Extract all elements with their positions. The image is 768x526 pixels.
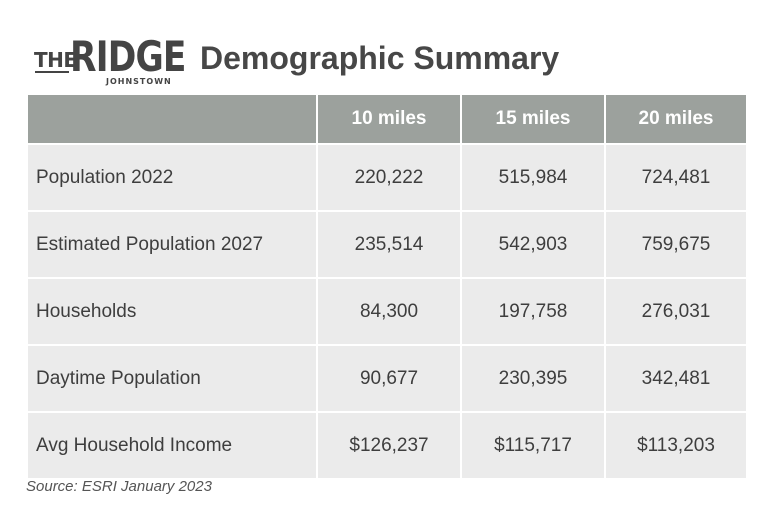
row-label: Estimated Population 2027	[26, 210, 318, 279]
cell-10-miles: 220,222	[316, 143, 462, 212]
cell-10-miles: $126,237	[316, 411, 462, 480]
column-header-15-miles: 15 miles	[460, 93, 606, 145]
table-row: Estimated Population 2027 235,514 542,90…	[26, 210, 748, 279]
table-row: Avg Household Income $126,237 $115,717 $…	[26, 411, 748, 480]
cell-15-miles: $115,717	[460, 411, 606, 480]
ridge-logo: THE RIDGE JOHNSTOWN	[32, 30, 186, 90]
logo-ridge-text: RIDGE	[70, 32, 186, 81]
column-header-label	[26, 93, 318, 145]
logo-subtitle: JOHNSTOWN	[106, 77, 172, 86]
logo-the-text: THE	[34, 48, 77, 72]
demographic-table: 10 miles 15 miles 20 miles Population 20…	[26, 93, 748, 480]
cell-15-miles: 197,758	[460, 277, 606, 346]
cell-15-miles: 542,903	[460, 210, 606, 279]
table-row: Daytime Population 90,677 230,395 342,48…	[26, 344, 748, 413]
page-header: THE RIDGE JOHNSTOWN Demographic Summary	[32, 30, 752, 90]
cell-10-miles: 235,514	[316, 210, 462, 279]
row-label: Households	[26, 277, 318, 346]
column-header-10-miles: 10 miles	[316, 93, 462, 145]
table-header-row: 10 miles 15 miles 20 miles	[26, 93, 748, 145]
column-header-20-miles: 20 miles	[604, 93, 748, 145]
logo-underline	[35, 71, 69, 73]
cell-20-miles: 724,481	[604, 143, 748, 212]
cell-15-miles: 515,984	[460, 143, 606, 212]
cell-20-miles: 276,031	[604, 277, 748, 346]
cell-20-miles: 342,481	[604, 344, 748, 413]
table-row: Households 84,300 197,758 276,031	[26, 277, 748, 346]
cell-20-miles: $113,203	[604, 411, 748, 480]
cell-15-miles: 230,395	[460, 344, 606, 413]
page-title: Demographic Summary	[200, 40, 560, 76]
cell-10-miles: 90,677	[316, 344, 462, 413]
row-label: Avg Household Income	[26, 411, 318, 480]
table-row: Population 2022 220,222 515,984 724,481	[26, 143, 748, 212]
source-note: Source: ESRI January 2023	[26, 478, 212, 495]
row-label: Daytime Population	[26, 344, 318, 413]
cell-20-miles: 759,675	[604, 210, 748, 279]
cell-10-miles: 84,300	[316, 277, 462, 346]
row-label: Population 2022	[26, 143, 318, 212]
